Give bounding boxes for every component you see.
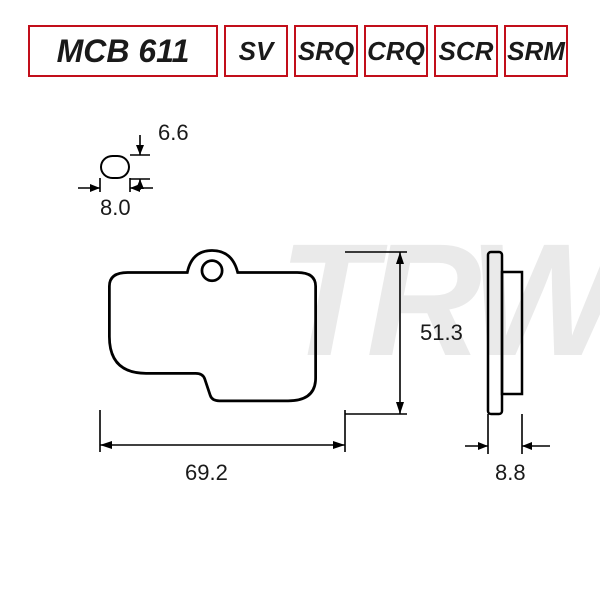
- variant-cell-scr: SCR: [434, 25, 498, 77]
- variant-cell-srm: SRM: [504, 25, 568, 77]
- dim-pad-width-lines: [96, 410, 351, 460]
- brake-pad-front: [80, 245, 345, 410]
- diagram-canvas: TRW 6.6 8.0 69.2 51.3: [0, 90, 600, 600]
- variant-cell-crq: CRQ: [364, 25, 428, 77]
- dim-pad-height-lines: [345, 248, 415, 423]
- dim-pad-width: 69.2: [185, 460, 228, 486]
- dim-pad-height: 51.3: [420, 320, 463, 346]
- brake-pad-side: [480, 248, 540, 423]
- part-number-cell: MCB 611: [28, 25, 218, 77]
- variant-cell-sv: SV: [224, 25, 288, 77]
- header-row: MCB 611 SV SRQ CRQ SCR SRM: [28, 25, 568, 77]
- variant-cell-srq: SRQ: [294, 25, 358, 77]
- pill-shape: [100, 155, 130, 179]
- dim-pad-thickness: 8.8: [495, 460, 526, 486]
- dim-pad-thickness-lines: [465, 414, 555, 459]
- dim-pill-width-lines: [78, 178, 158, 208]
